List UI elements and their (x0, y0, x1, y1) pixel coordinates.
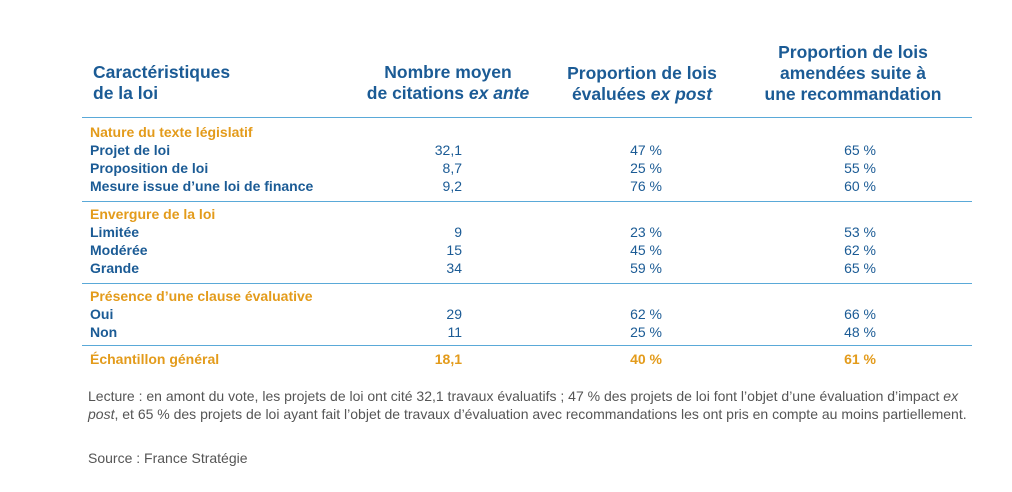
row-label: Non (90, 324, 118, 340)
column-header-proportion-amendees: Proportion de lois amendées suite à une … (748, 42, 958, 105)
row-label: Grande (90, 260, 140, 276)
header-line: de la loi (93, 83, 159, 103)
divider (82, 201, 972, 202)
header-line: une recommandation (764, 84, 942, 104)
cell-proportion-evaluees: 25 % (630, 324, 662, 340)
header-line: amendées suite à (780, 63, 926, 83)
cell-proportion-amendees: 53 % (844, 224, 876, 240)
note-italic-text: ex post (88, 388, 959, 422)
section-title: Présence d’une clause évaluative (90, 288, 313, 304)
cell-proportion-evaluees: 25 % (630, 160, 662, 176)
header-line: évaluées ex post (542, 84, 742, 105)
cell-nombre-moyen: 15 (446, 242, 462, 258)
cell-proportion-amendees: 60 % (844, 178, 876, 194)
note-text: Lecture : en amont du vote, les projets … (88, 388, 944, 404)
header-italic-text: ex post (650, 84, 713, 104)
reading-note: Lecture : en amont du vote, les projets … (88, 387, 968, 423)
header-italic-text: ex ante (468, 83, 530, 103)
table-row: Oui 29 62 % 66 % (0, 305, 1012, 323)
cell-nombre-moyen: 32,1 (434, 142, 462, 158)
column-header-caracteristiques: Caractéristiques de la loi (93, 62, 230, 104)
row-label: Oui (90, 306, 114, 322)
cell-nombre-moyen: 34 (446, 260, 462, 276)
section-title: Envergure de la loi (90, 206, 216, 222)
header-line: Proportion de lois (778, 42, 928, 62)
header-text: de citations (366, 83, 469, 103)
table-row: Modérée 15 45 % 62 % (0, 241, 1012, 259)
total-row: Échantillon général 18,1 40 % 61 % (0, 350, 1012, 368)
cell-proportion-evaluees: 59 % (630, 260, 662, 276)
cell-proportion-amendees: 66 % (844, 306, 876, 322)
cell-nombre-moyen: 9,2 (442, 178, 462, 194)
header-line: Proportion de lois (567, 63, 717, 83)
cell-nombre-moyen: 11 (447, 324, 462, 340)
column-header-proportion-evaluees: Proportion de lois évaluées ex post (542, 63, 742, 105)
header-text: évaluées (571, 84, 651, 104)
header-line: Nombre moyen (384, 62, 512, 82)
table-row: Proposition de loi 8,7 25 % 55 % (0, 159, 1012, 177)
note-text: , et 65 % des projets de loi ayant fait … (114, 406, 967, 422)
cell-proportion-amendees: 62 % (844, 242, 876, 258)
cell-proportion-amendees: 61 % (844, 351, 876, 367)
row-label: Limitée (90, 224, 140, 240)
cell-proportion-amendees: 65 % (844, 260, 876, 276)
cell-proportion-evaluees: 76 % (630, 178, 662, 194)
cell-proportion-amendees: 65 % (844, 142, 876, 158)
cell-nombre-moyen: 9 (454, 224, 462, 240)
cell-proportion-amendees: 55 % (844, 160, 876, 176)
header-line: de citations ex ante (344, 83, 552, 104)
cell-proportion-amendees: 48 % (844, 324, 876, 340)
row-label: Mesure issue d’une loi de finance (90, 178, 314, 194)
cell-proportion-evaluees: 47 % (630, 142, 662, 158)
cell-proportion-evaluees: 40 % (630, 351, 662, 367)
section-heading: Présence d’une clause évaluative (0, 287, 1012, 305)
cell-nombre-moyen: 18,1 (434, 351, 462, 367)
table-row: Limitée 9 23 % 53 % (0, 223, 1012, 241)
cell-proportion-evaluees: 62 % (630, 306, 662, 322)
section-title: Nature du texte législatif (90, 124, 253, 140)
table-row: Mesure issue d’une loi de finance 9,2 76… (0, 177, 1012, 195)
row-label: Projet de loi (90, 142, 171, 158)
row-label: Échantillon général (90, 351, 220, 367)
row-label: Proposition de loi (90, 160, 209, 176)
table-row: Non 11 25 % 48 % (0, 323, 1012, 341)
cell-proportion-evaluees: 23 % (630, 224, 662, 240)
cell-proportion-evaluees: 45 % (630, 242, 662, 258)
section-heading: Envergure de la loi (0, 205, 1012, 223)
section-heading: Nature du texte législatif (0, 123, 1012, 141)
divider (82, 345, 972, 346)
cell-nombre-moyen: 8,7 (442, 160, 462, 176)
divider (82, 283, 972, 284)
row-label: Modérée (90, 242, 148, 258)
cell-nombre-moyen: 29 (446, 306, 462, 322)
source-note: Source : France Stratégie (88, 450, 248, 466)
table-row: Grande 34 59 % 65 % (0, 259, 1012, 277)
column-header-nombre-moyen: Nombre moyen de citations ex ante (344, 62, 552, 104)
divider (82, 117, 972, 118)
header-line: Caractéristiques (93, 62, 231, 82)
table-row: Projet de loi 32,1 47 % 65 % (0, 141, 1012, 159)
